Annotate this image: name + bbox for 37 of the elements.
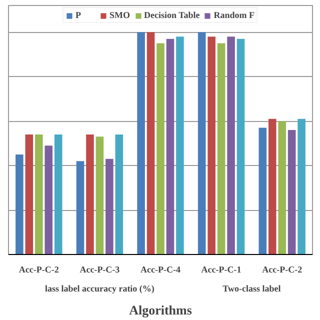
bar	[288, 130, 296, 254]
bar	[54, 134, 62, 254]
bar	[76, 161, 84, 254]
bar	[176, 36, 184, 254]
bar	[44, 146, 53, 254]
legend-label: Decision Table	[144, 10, 200, 20]
legend-label: SMO	[109, 10, 130, 20]
bar	[156, 43, 164, 254]
legend-label: P	[75, 10, 82, 20]
bar	[137, 32, 145, 254]
bar	[86, 134, 94, 254]
x-tick-label: Acc-P-C-2	[262, 264, 303, 274]
x-axis-title: Algorithms	[129, 302, 192, 318]
bar	[217, 43, 226, 254]
bar	[278, 121, 286, 254]
bar	[16, 154, 24, 254]
bar	[227, 36, 235, 254]
bar	[198, 32, 206, 254]
bar	[106, 158, 114, 254]
bar	[268, 118, 276, 254]
bar	[166, 38, 174, 254]
legend-label: Random F	[214, 10, 255, 20]
x-tick-label: Acc-P-C-4	[140, 264, 181, 274]
bar	[35, 134, 43, 254]
x-tick-label: Acc-P-C-2	[18, 264, 60, 274]
bar	[115, 134, 124, 254]
x-tick-label: Acc-P-C-1	[201, 264, 242, 274]
bar	[258, 128, 267, 254]
bar	[25, 134, 34, 254]
text: lass label accuracy ratio (%)	[44, 284, 154, 294]
bar	[146, 32, 155, 254]
x-tick-label: Acc-P-C-3	[80, 264, 120, 274]
bar	[96, 136, 104, 254]
bar	[298, 118, 306, 254]
text: Two-class label	[222, 284, 282, 294]
bar	[236, 38, 245, 254]
bar	[208, 36, 216, 254]
